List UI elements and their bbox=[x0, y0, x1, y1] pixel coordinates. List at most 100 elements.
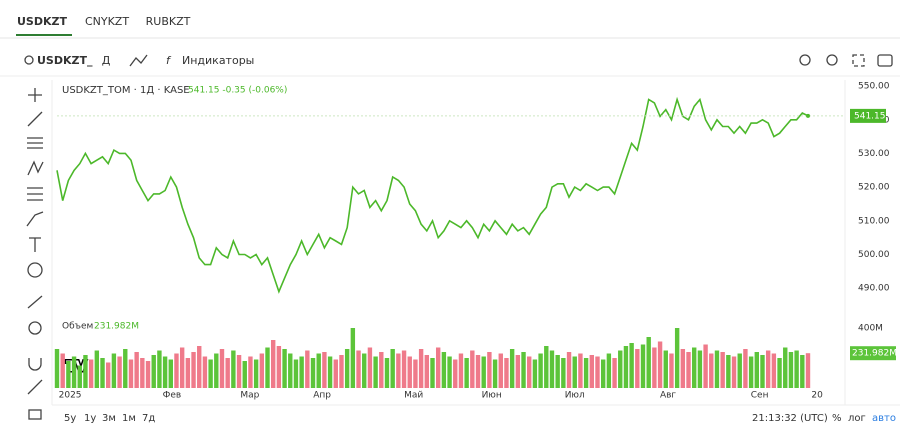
volume-bar bbox=[640, 344, 646, 388]
volume-bar bbox=[606, 353, 612, 388]
volume-bar bbox=[162, 356, 168, 388]
volume-bar bbox=[396, 353, 401, 388]
compare-icon[interactable] bbox=[799, 54, 811, 66]
volume-tag-label: 231.982M bbox=[852, 349, 897, 359]
volume-bar bbox=[185, 358, 191, 388]
text-tool[interactable] bbox=[29, 237, 41, 252]
icon-tool[interactable] bbox=[27, 262, 43, 278]
y-tick-label: 530.00 bbox=[858, 149, 890, 159]
symbol-input[interactable]: USDKZT_ bbox=[37, 54, 93, 67]
y-tick-label: 520.00 bbox=[858, 183, 890, 193]
range-button[interactable]: 7д bbox=[142, 413, 155, 424]
volume-bar bbox=[430, 358, 435, 388]
projection-tool[interactable] bbox=[27, 187, 43, 201]
tab[interactable]: USDKZT bbox=[17, 15, 67, 28]
volume-bar bbox=[259, 353, 265, 388]
fullscreen-icon[interactable] bbox=[852, 54, 865, 67]
volume-bar bbox=[709, 353, 714, 388]
lock-drawings-tool[interactable] bbox=[27, 379, 43, 395]
volume-bar bbox=[123, 349, 128, 388]
volume-bar bbox=[265, 347, 270, 388]
search-icon[interactable] bbox=[24, 55, 34, 65]
range-button[interactable]: 1у bbox=[84, 413, 96, 424]
volume-bar bbox=[128, 359, 134, 388]
volume-bar bbox=[379, 352, 384, 388]
volume-bar bbox=[765, 350, 771, 388]
volume-bar bbox=[77, 365, 82, 388]
screenshot-icon[interactable] bbox=[877, 54, 893, 67]
volume-bar bbox=[333, 359, 338, 388]
last-price-tag bbox=[850, 108, 886, 123]
volume-bar bbox=[407, 356, 412, 388]
brush-tool[interactable] bbox=[26, 211, 44, 227]
volume-bar bbox=[618, 350, 623, 388]
volume-bar bbox=[276, 346, 282, 388]
indicators-button[interactable]: Индикаторы bbox=[182, 54, 254, 67]
settings-icon[interactable] bbox=[826, 54, 838, 66]
volume-bar bbox=[191, 352, 196, 388]
tab[interactable]: CNYKZT bbox=[85, 15, 129, 28]
auto-toggle[interactable]: авто bbox=[872, 413, 896, 424]
volume-bar bbox=[521, 352, 526, 388]
volume-bar bbox=[310, 358, 316, 388]
measure-tool[interactable] bbox=[27, 295, 43, 309]
log-toggle[interactable]: лог bbox=[848, 413, 866, 424]
volume-bar bbox=[140, 358, 145, 388]
range-button[interactable]: 1м bbox=[122, 413, 136, 424]
volume-bar bbox=[714, 350, 720, 388]
volume-bar bbox=[805, 353, 811, 388]
volume-bar bbox=[236, 355, 242, 388]
zoom-tool[interactable] bbox=[28, 321, 42, 335]
volume-bar bbox=[788, 352, 794, 388]
trendline-tool[interactable] bbox=[27, 111, 43, 127]
volume-bar bbox=[527, 356, 532, 388]
volume-title: Объем bbox=[62, 322, 93, 332]
fib-tool[interactable] bbox=[27, 137, 43, 149]
volume-bar bbox=[384, 358, 390, 388]
volume-bar bbox=[367, 347, 373, 388]
chart-title: USDKZT_TOM · 1Д · KASE bbox=[62, 85, 190, 96]
volume-bar bbox=[288, 353, 293, 388]
volume-bar bbox=[168, 359, 173, 388]
volume-bar bbox=[71, 356, 77, 388]
lock-tool[interactable] bbox=[28, 409, 42, 420]
volume-bar bbox=[83, 355, 88, 388]
pattern-tool[interactable] bbox=[27, 160, 44, 176]
crosshair-tool[interactable] bbox=[28, 88, 42, 102]
range-button[interactable]: 3м bbox=[102, 413, 116, 424]
x-tick-label: Июн bbox=[482, 391, 502, 401]
volume-bar bbox=[305, 350, 310, 388]
volume-bar bbox=[600, 359, 606, 388]
volume-bar bbox=[157, 350, 162, 388]
magnet-tool[interactable] bbox=[28, 358, 42, 371]
y-tick-label: 510.00 bbox=[858, 216, 890, 226]
volume-bar bbox=[282, 349, 287, 388]
last-point bbox=[806, 113, 810, 118]
volume-bar bbox=[720, 352, 725, 388]
range-button[interactable]: 5у bbox=[64, 413, 76, 424]
percent-toggle[interactable]: % bbox=[832, 413, 842, 424]
volume-bar bbox=[299, 356, 304, 388]
tab[interactable]: RUBKZT bbox=[146, 15, 191, 28]
volume-bar bbox=[362, 353, 367, 388]
volume-bar bbox=[726, 355, 731, 388]
volume-bar bbox=[731, 356, 737, 388]
fx-icon[interactable]: f bbox=[166, 54, 172, 67]
volume-bar bbox=[401, 350, 407, 388]
volume-bar bbox=[373, 356, 378, 388]
volume-bar bbox=[669, 353, 674, 388]
volume-bar bbox=[225, 358, 230, 388]
volume-bar bbox=[270, 340, 276, 388]
last-price-label: 541.15 bbox=[854, 111, 886, 121]
volume-bar bbox=[680, 349, 686, 388]
volume-bar bbox=[322, 352, 327, 388]
volume-bar bbox=[219, 349, 225, 388]
volume-bar bbox=[208, 359, 213, 388]
chart-type-button[interactable] bbox=[129, 54, 148, 67]
volume-bar bbox=[197, 346, 202, 388]
volume-bar bbox=[663, 350, 668, 388]
volume-bar bbox=[771, 353, 777, 388]
interval-button[interactable]: Д bbox=[102, 54, 111, 67]
volume-bar bbox=[111, 353, 117, 388]
